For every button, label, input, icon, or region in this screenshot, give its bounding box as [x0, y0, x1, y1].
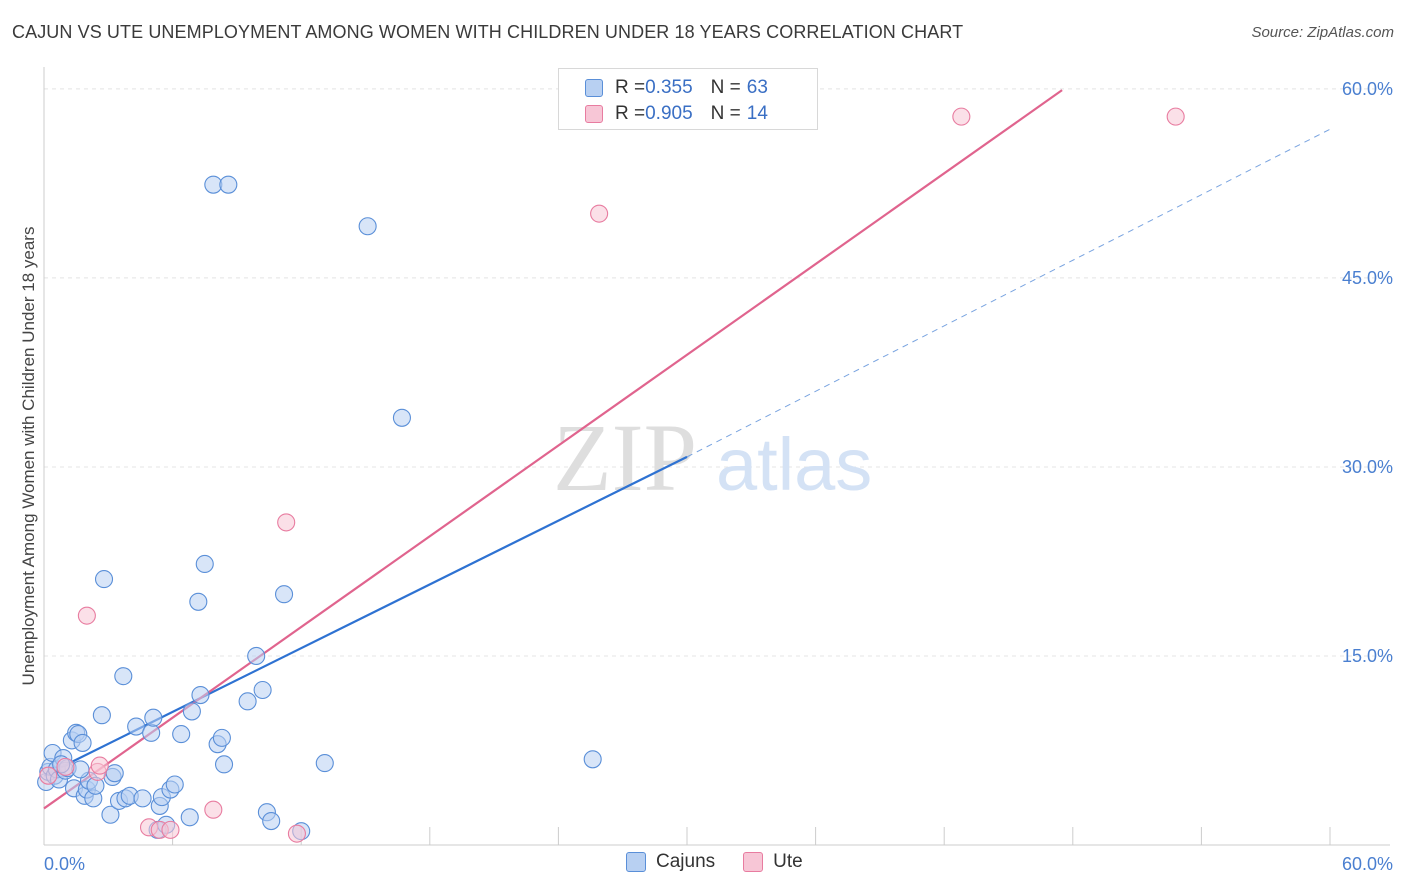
- legend-swatch-cajuns: [585, 79, 603, 97]
- ute-point: [1166, 107, 1185, 126]
- legend-r-label: R =: [615, 103, 646, 124]
- x-minor-ticks: [172, 827, 1331, 845]
- cajuns-point: [214, 755, 234, 774]
- y-tick-label: 30.0%: [1342, 457, 1393, 477]
- cajuns-point: [133, 789, 152, 808]
- legend-n-label: N =: [710, 77, 741, 98]
- watermark-zip: ZIP: [553, 404, 697, 511]
- x-tick-label: 0.0%: [44, 854, 85, 874]
- cajuns-point: [172, 725, 191, 744]
- legend-n-label: N =: [710, 103, 741, 124]
- cajuns-point: [165, 775, 184, 794]
- cajuns-point: [71, 760, 90, 779]
- cajuns-point: [275, 585, 294, 604]
- cajuns-point: [182, 702, 201, 721]
- ute-point: [204, 800, 223, 819]
- ute-point: [161, 820, 180, 839]
- ute-point: [56, 757, 75, 776]
- ute-point: [277, 513, 296, 532]
- cajuns-point: [262, 812, 281, 831]
- legend-n-value: 14: [746, 103, 768, 124]
- cajuns-point: [212, 728, 231, 747]
- legend-row-ute: R = 0.905 N = 14: [585, 103, 768, 125]
- cajuns-point: [73, 733, 92, 752]
- legend-label-cajuns: Cajuns: [656, 851, 716, 872]
- ute-point: [39, 766, 58, 785]
- cajuns-point: [189, 592, 208, 611]
- legend-swatch-ute: [585, 105, 603, 123]
- y-axis-label: Unemployment Among Women with Children U…: [19, 227, 38, 686]
- y-tick-label: 45.0%: [1342, 268, 1393, 288]
- y-gridlines: [44, 88, 1390, 657]
- x-tick-labels: 0.0% 60.0%: [44, 854, 1393, 874]
- ute-point: [952, 107, 971, 126]
- cajuns-point: [180, 808, 199, 827]
- cajuns-point: [101, 805, 120, 824]
- watermark-atlas: atlas: [716, 423, 872, 506]
- y-tick-label: 60.0%: [1342, 79, 1393, 99]
- cajuns-point: [253, 680, 272, 700]
- cajuns-point: [127, 717, 146, 736]
- cajuns-point: [583, 750, 602, 769]
- cajuns-point: [105, 764, 124, 783]
- legend-item-cajuns: Cajuns: [626, 851, 715, 873]
- ute-point: [590, 204, 609, 223]
- cajuns-point: [144, 708, 163, 727]
- cajuns-point: [92, 706, 111, 725]
- legend-r-label: R =: [615, 77, 646, 98]
- legend-label-ute: Ute: [773, 851, 803, 872]
- legend-swatch-ute: [743, 852, 764, 872]
- legend-r-value: 0.355: [645, 77, 693, 98]
- y-tick-labels: 15.0% 30.0% 45.0% 60.0%: [1342, 79, 1393, 666]
- chart-title: CAJUN VS UTE UNEMPLOYMENT AMONG WOMEN WI…: [12, 22, 964, 42]
- ute-points: [39, 107, 1185, 843]
- cajuns-point: [94, 570, 114, 589]
- source-label: Source: ZipAtlas.com: [1251, 24, 1394, 41]
- ute-trend-line: [43, 89, 1063, 810]
- ute-point: [287, 824, 306, 843]
- legend-item-ute: Ute: [743, 851, 803, 873]
- ute-point: [90, 756, 109, 775]
- legend-r-value: 0.905: [645, 103, 693, 124]
- watermark: ZIP atlas: [553, 404, 872, 511]
- cajuns-point: [238, 692, 257, 711]
- cajuns-point: [358, 217, 377, 236]
- correlation-legend: R = 0.355 N = 63 R = 0.905 N = 14: [558, 68, 818, 130]
- legend-n-value: 63: [746, 77, 768, 98]
- cajuns-point: [142, 723, 161, 742]
- cajuns-point: [247, 646, 266, 666]
- cajuns-point: [392, 408, 411, 427]
- y-tick-label: 15.0%: [1342, 646, 1393, 666]
- x-tick-label: 60.0%: [1342, 854, 1393, 874]
- cajuns-point: [315, 754, 334, 773]
- cajuns-point: [114, 667, 133, 686]
- cajuns-point: [219, 175, 238, 194]
- series-legend: Cajuns Ute: [626, 851, 831, 873]
- cajuns-point: [195, 554, 214, 574]
- ute-point: [77, 606, 96, 625]
- cajuns-points: [37, 175, 602, 841]
- legend-row-cajuns: R = 0.355 N = 63: [585, 77, 768, 99]
- legend-swatch-cajuns: [626, 852, 646, 872]
- cajuns-trend-line: [686, 128, 1331, 458]
- cajuns-point: [204, 175, 223, 194]
- cajuns-point: [191, 685, 210, 705]
